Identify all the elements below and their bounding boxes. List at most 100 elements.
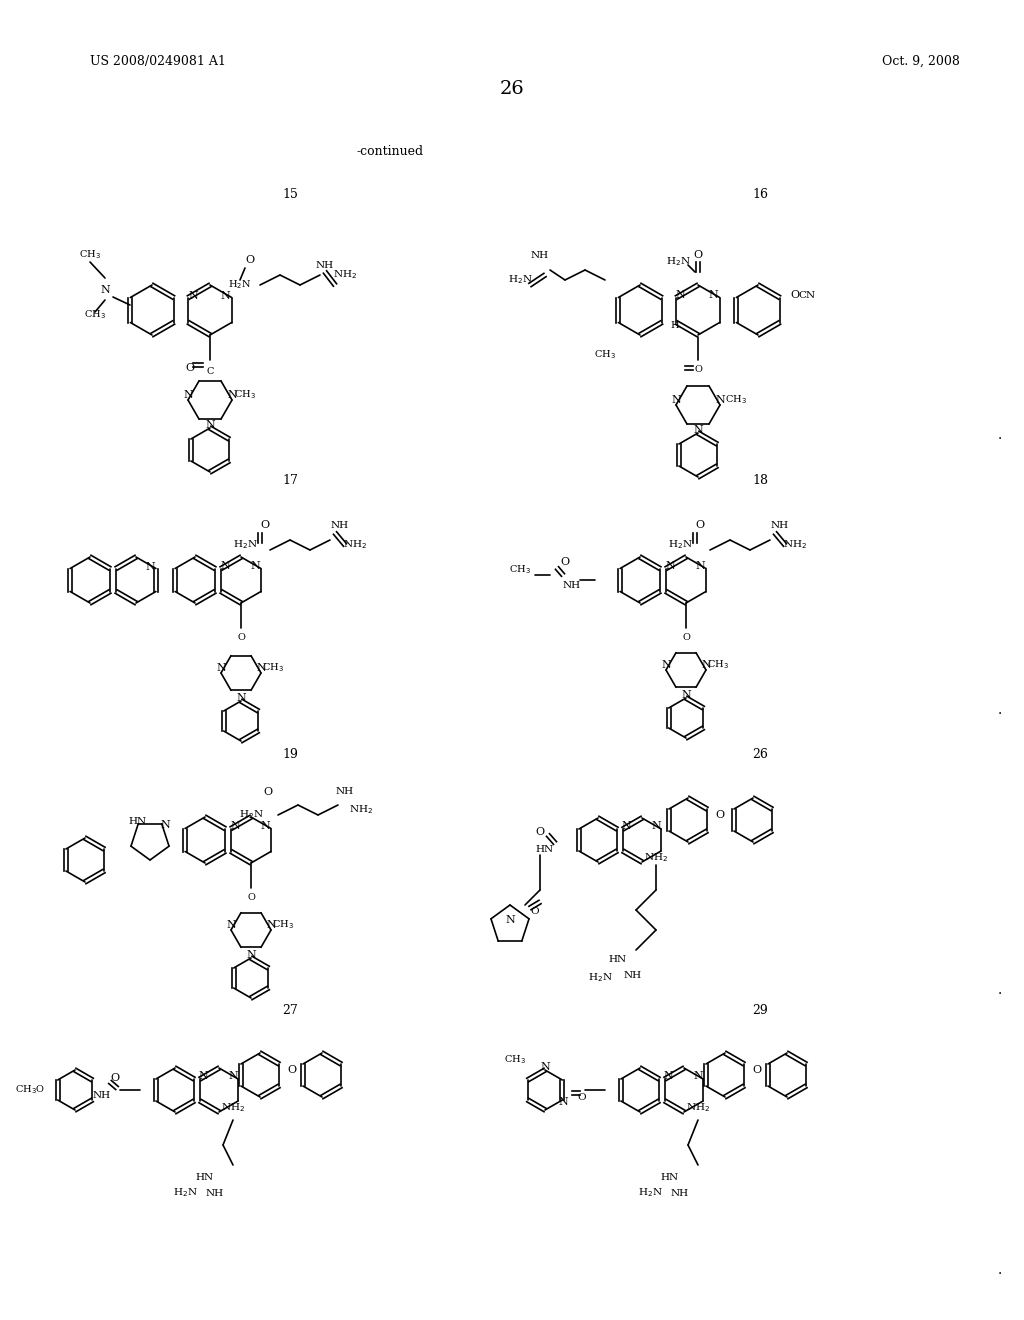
Text: O: O bbox=[791, 290, 800, 300]
Text: O: O bbox=[716, 810, 725, 820]
Text: O: O bbox=[185, 363, 195, 374]
Text: N: N bbox=[715, 395, 725, 405]
Text: H$_2$N: H$_2$N bbox=[666, 256, 690, 268]
Text: US 2008/0249081 A1: US 2008/0249081 A1 bbox=[90, 55, 226, 69]
Text: 15: 15 bbox=[282, 189, 298, 202]
Text: O: O bbox=[260, 520, 269, 531]
Text: NH$_2$: NH$_2$ bbox=[333, 268, 357, 281]
Text: N: N bbox=[693, 425, 702, 436]
Text: N: N bbox=[230, 821, 240, 832]
Text: 17: 17 bbox=[282, 474, 298, 487]
Text: CN: CN bbox=[798, 290, 815, 300]
Text: 27: 27 bbox=[283, 1003, 298, 1016]
Text: CH$_3$: CH$_3$ bbox=[84, 309, 105, 321]
Text: N: N bbox=[540, 1063, 550, 1072]
Text: HN: HN bbox=[196, 1173, 214, 1183]
Text: O: O bbox=[246, 255, 255, 265]
Text: NH$_2$: NH$_2$ bbox=[343, 539, 367, 552]
Text: N: N bbox=[188, 290, 198, 301]
Text: 18: 18 bbox=[752, 474, 768, 487]
Text: H$_2$N: H$_2$N bbox=[588, 972, 612, 985]
Text: O: O bbox=[682, 634, 690, 643]
Text: N: N bbox=[695, 561, 705, 572]
Text: N: N bbox=[709, 290, 718, 300]
Text: O: O bbox=[693, 249, 702, 260]
Text: N: N bbox=[198, 1071, 208, 1081]
Text: N: N bbox=[266, 920, 275, 931]
Text: .: . bbox=[997, 704, 1002, 717]
Text: N: N bbox=[216, 663, 226, 673]
Text: N: N bbox=[226, 920, 236, 931]
Text: 26: 26 bbox=[500, 81, 524, 98]
Text: N: N bbox=[250, 561, 260, 572]
Text: O: O bbox=[263, 787, 272, 797]
Text: 19: 19 bbox=[282, 748, 298, 762]
Text: NH$_2$: NH$_2$ bbox=[349, 804, 373, 816]
Text: NH: NH bbox=[93, 1090, 111, 1100]
Text: N: N bbox=[205, 420, 215, 430]
Text: N: N bbox=[675, 290, 685, 300]
Text: H$_2$N: H$_2$N bbox=[173, 1187, 198, 1200]
Text: N: N bbox=[237, 693, 246, 704]
Text: .: . bbox=[997, 1263, 1002, 1276]
Text: N: N bbox=[666, 561, 675, 572]
Text: N: N bbox=[662, 660, 671, 671]
Text: CH$_3$: CH$_3$ bbox=[708, 659, 729, 672]
Text: .: . bbox=[997, 428, 1002, 442]
Text: NH: NH bbox=[316, 260, 334, 269]
Text: O: O bbox=[694, 366, 701, 375]
Text: CH$_3$: CH$_3$ bbox=[262, 661, 284, 675]
Text: NH: NH bbox=[336, 788, 354, 796]
Text: NH: NH bbox=[331, 520, 349, 529]
Text: N: N bbox=[622, 821, 631, 832]
Text: O: O bbox=[536, 828, 545, 837]
Text: NH$_2$: NH$_2$ bbox=[783, 539, 807, 552]
Text: NH: NH bbox=[771, 520, 790, 529]
Text: N: N bbox=[558, 1097, 568, 1107]
Text: N: N bbox=[160, 820, 170, 830]
Text: N: N bbox=[227, 389, 237, 400]
Text: HN: HN bbox=[129, 817, 147, 826]
Text: NH: NH bbox=[530, 251, 549, 260]
Text: O: O bbox=[695, 520, 705, 531]
Text: NH: NH bbox=[206, 1188, 224, 1197]
Text: -continued: -continued bbox=[356, 145, 424, 158]
Text: N: N bbox=[183, 389, 193, 400]
Text: N: N bbox=[145, 562, 155, 572]
Text: 26: 26 bbox=[752, 748, 768, 762]
Text: H$_2$N: H$_2$N bbox=[239, 809, 263, 821]
Text: N: N bbox=[220, 561, 229, 572]
Text: CH$_3$: CH$_3$ bbox=[509, 564, 530, 577]
Text: HN: HN bbox=[536, 846, 554, 854]
Text: H$_2$N: H$_2$N bbox=[508, 273, 532, 286]
Text: HN: HN bbox=[660, 1173, 679, 1183]
Text: NH$_2$: NH$_2$ bbox=[221, 1102, 245, 1114]
Text: CH$_3$: CH$_3$ bbox=[725, 393, 746, 407]
Text: 16: 16 bbox=[752, 189, 768, 202]
Text: Oct. 9, 2008: Oct. 9, 2008 bbox=[882, 55, 961, 69]
Text: CH$_3$: CH$_3$ bbox=[272, 919, 294, 932]
Text: CH$_3$: CH$_3$ bbox=[79, 248, 101, 261]
Text: N: N bbox=[681, 690, 691, 700]
Text: O: O bbox=[247, 894, 255, 903]
Text: O: O bbox=[578, 1093, 587, 1102]
Text: 29: 29 bbox=[752, 1003, 768, 1016]
Text: NH$_2$: NH$_2$ bbox=[686, 1102, 710, 1114]
Text: .: . bbox=[997, 983, 1002, 997]
Text: O: O bbox=[288, 1065, 297, 1074]
Text: H$_2$N: H$_2$N bbox=[232, 539, 257, 552]
Text: N: N bbox=[693, 1071, 702, 1081]
Text: N: N bbox=[228, 1071, 238, 1081]
Text: NH$_2$: NH$_2$ bbox=[644, 851, 668, 865]
Text: O: O bbox=[753, 1065, 762, 1074]
Text: O: O bbox=[111, 1073, 120, 1082]
Text: N: N bbox=[664, 1071, 673, 1081]
Text: N: N bbox=[256, 663, 266, 673]
Text: NH: NH bbox=[624, 970, 642, 979]
Text: N: N bbox=[100, 285, 110, 294]
Text: HN: HN bbox=[609, 956, 627, 965]
Text: NH: NH bbox=[563, 581, 581, 590]
Text: CH$_3$: CH$_3$ bbox=[594, 348, 615, 362]
Text: CH$_3$O: CH$_3$O bbox=[15, 1084, 45, 1097]
Text: O: O bbox=[530, 908, 540, 916]
